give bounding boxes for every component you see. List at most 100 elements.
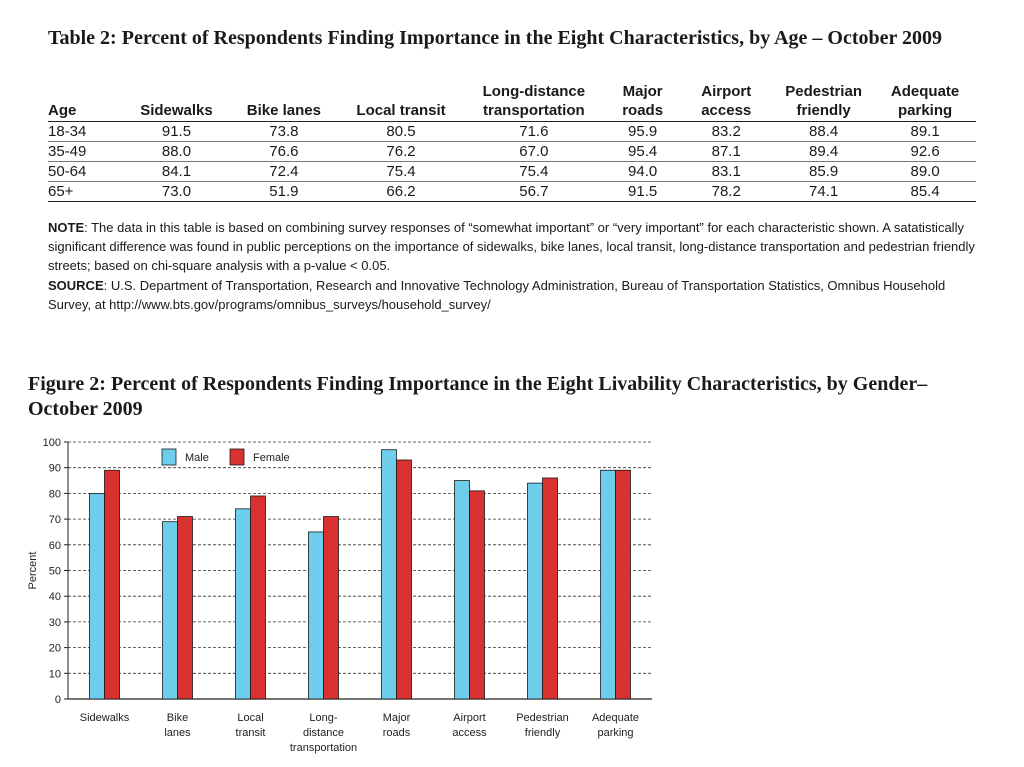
x-tick-label: Local transit (236, 712, 266, 739)
bar-female (615, 469, 631, 700)
value-cell: 95.9 (628, 123, 658, 140)
y-tick-label: 10 (49, 668, 61, 680)
value-cell: 75.4 (519, 163, 549, 180)
x-tick-label: Adequate parking (592, 712, 639, 739)
bar-male (162, 521, 178, 700)
x-tick-label: Long-distance transportation (290, 712, 357, 754)
column-header: Pedestrian friendly (785, 83, 862, 119)
value-cell: 89.4 (809, 143, 839, 160)
value-cell: 80.5 (386, 123, 416, 140)
value-cell: 56.7 (519, 183, 549, 200)
value-cell: 83.1 (711, 163, 741, 180)
age-group-cell: 65+ (48, 183, 74, 200)
y-tick-label: 20 (49, 643, 61, 655)
value-cell: 73.0 (161, 183, 192, 200)
value-cell: 89.1 (910, 123, 940, 140)
value-cell: 89.0 (910, 163, 940, 180)
y-tick-label: 40 (49, 591, 61, 603)
age-group-cell: 50-64 (48, 163, 87, 180)
table-row: 35-49 88.0 76.6 76.2 67.0 95.4 87.1 89.4 92.6 (48, 142, 976, 162)
table-row: 65+ 73.0 51.9 66.2 56.7 91.5 78.2 74.1 85.4 (48, 182, 976, 202)
value-cell: 87.1 (711, 143, 741, 160)
bar-female (396, 459, 412, 700)
bar-male (381, 449, 397, 700)
bar-male (454, 480, 470, 700)
y-tick-label: 90 (49, 463, 61, 475)
value-cell: 91.5 (161, 123, 192, 140)
note-label: NOTE (48, 220, 85, 235)
source-label: SOURCE (48, 278, 104, 293)
value-cell: 72.4 (269, 163, 299, 180)
x-tick-label: Airport access (452, 712, 487, 739)
table-row: 50-64 84.1 72.4 75.4 75.4 94.0 83.1 85.9 89.0 (48, 162, 976, 182)
value-cell: 88.4 (809, 123, 839, 140)
bar-female (469, 490, 485, 700)
value-cell: 85.9 (809, 163, 839, 180)
legend-swatch-female (229, 448, 245, 466)
bar-male (600, 469, 616, 700)
gender-bar-chart: 0 10 20 30 40 50 60 70 80 90 100 Percent Sidewalks Bi… (27, 437, 652, 754)
legend-label-female: Female (253, 452, 290, 464)
x-tick-label: Pedestrian friendly (516, 712, 569, 739)
value-cell: 67.0 (519, 143, 549, 160)
column-header: Major roads (622, 83, 664, 119)
y-tick-label: 100 (43, 437, 61, 449)
column-header: Bike lanes (246, 102, 321, 119)
value-cell: 91.5 (628, 183, 658, 200)
bar-male (308, 531, 324, 700)
y-tick-label: 0 (55, 694, 61, 706)
value-cell: 51.9 (269, 183, 299, 200)
table-title: Table 2: Percent of Respondents Finding … (48, 27, 943, 49)
value-cell: 83.2 (711, 123, 741, 140)
source-text: : U.S. Department of Transportation, Res… (48, 278, 946, 312)
y-tick-label: 80 (49, 488, 61, 500)
value-cell: 95.4 (628, 143, 658, 160)
bar-female (250, 495, 266, 700)
column-header: Adequate parking (890, 83, 960, 119)
table-header-row: Age Sidewalks Bike lanes Local transit Long-… (48, 82, 976, 122)
bar-female (104, 469, 120, 700)
value-cell: 85.4 (910, 183, 940, 200)
table-note: NOTE: The data in this table is based on… (48, 218, 980, 275)
bar-female (542, 477, 558, 700)
column-header: Airport access (701, 83, 752, 119)
column-header: Age (48, 102, 77, 119)
value-cell: 88.0 (161, 143, 192, 160)
value-cell: 92.6 (910, 143, 940, 160)
bar-male (89, 493, 105, 700)
y-tick-label: 60 (49, 540, 61, 552)
y-axis-label: Percent (27, 552, 39, 590)
table-source: SOURCE: U.S. Department of Transportatio… (48, 276, 980, 314)
value-cell: 84.1 (161, 163, 192, 180)
value-cell: 76.6 (269, 143, 299, 160)
age-group-cell: 35-49 (48, 143, 87, 160)
legend-swatch-male (161, 448, 177, 466)
x-tick-label: Major roads (383, 712, 411, 739)
value-cell: 75.4 (386, 163, 416, 180)
table-row: 18-34 91.5 73.8 80.5 71.6 95.9 83.2 88.4 89.1 (48, 122, 976, 142)
column-header: Sidewalks (140, 102, 213, 119)
value-cell: 74.1 (809, 183, 839, 200)
column-header: Long-distance transportation (482, 83, 586, 119)
note-text: : The data in this table is based on com… (48, 220, 975, 273)
value-cell: 78.2 (711, 183, 741, 200)
bar-female (177, 516, 193, 700)
x-tick-label: Sidewalks (80, 712, 130, 724)
x-tick-label: Bike lanes (164, 712, 191, 739)
figure-title: Figure 2: Percent of Respondents Finding… (28, 373, 928, 420)
y-tick-label: 70 (49, 514, 61, 526)
value-cell: 94.0 (628, 163, 658, 180)
bar-male (235, 508, 251, 700)
age-data-table: Age Sidewalks Bike lanes Local transit Long-… (48, 82, 976, 202)
y-tick-label: 50 (49, 566, 61, 578)
value-cell: 73.8 (269, 123, 299, 140)
value-cell: 66.2 (386, 183, 416, 200)
column-header: Local transit (356, 102, 446, 119)
legend-label-male: Male (185, 452, 209, 464)
value-cell: 71.6 (519, 123, 549, 140)
age-group-cell: 18-34 (48, 123, 87, 140)
bar-female (323, 516, 339, 700)
bar-male (527, 482, 543, 700)
y-tick-label: 30 (49, 617, 61, 629)
value-cell: 76.2 (386, 143, 416, 160)
